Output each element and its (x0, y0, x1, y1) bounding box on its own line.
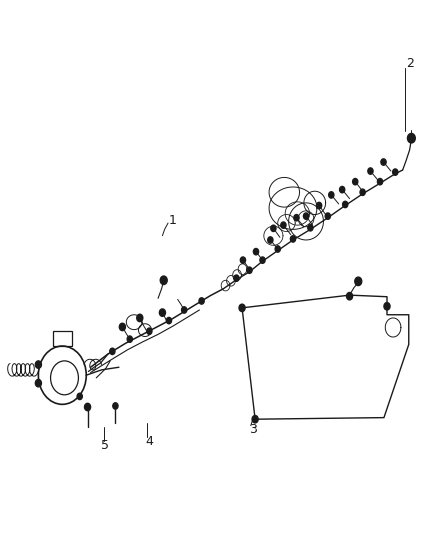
Circle shape (392, 169, 398, 175)
Circle shape (346, 293, 353, 300)
Text: 3: 3 (250, 423, 258, 437)
Circle shape (240, 257, 246, 263)
Circle shape (271, 225, 276, 231)
Circle shape (368, 168, 373, 174)
Circle shape (113, 403, 118, 409)
Circle shape (339, 187, 345, 193)
Circle shape (325, 213, 330, 219)
Circle shape (275, 246, 280, 252)
Circle shape (247, 267, 252, 273)
Circle shape (234, 275, 239, 281)
Circle shape (328, 192, 334, 198)
Circle shape (253, 248, 258, 255)
Circle shape (137, 314, 143, 321)
Circle shape (281, 222, 286, 228)
Circle shape (166, 317, 172, 324)
Circle shape (268, 237, 273, 243)
Text: 5: 5 (102, 439, 110, 451)
Circle shape (317, 203, 322, 209)
Circle shape (290, 236, 296, 242)
Circle shape (343, 201, 348, 208)
Circle shape (407, 133, 415, 143)
Circle shape (160, 276, 167, 285)
Circle shape (182, 307, 187, 313)
Circle shape (159, 309, 166, 317)
Circle shape (110, 348, 115, 354)
Circle shape (384, 303, 390, 310)
Circle shape (147, 328, 152, 334)
Circle shape (353, 179, 358, 185)
Circle shape (239, 304, 245, 312)
Circle shape (85, 403, 91, 411)
Text: 2: 2 (406, 58, 414, 70)
Circle shape (381, 159, 386, 165)
Text: 4: 4 (145, 435, 153, 448)
Circle shape (360, 189, 365, 196)
Circle shape (119, 323, 125, 330)
Circle shape (308, 224, 313, 231)
Circle shape (355, 277, 362, 286)
Circle shape (294, 215, 299, 221)
Circle shape (199, 298, 204, 304)
Circle shape (304, 213, 309, 219)
Circle shape (35, 361, 42, 368)
Text: 1: 1 (169, 214, 177, 227)
Circle shape (127, 336, 132, 342)
Circle shape (260, 257, 265, 263)
Circle shape (77, 393, 82, 400)
Circle shape (252, 416, 258, 423)
Bar (53, 331, 72, 346)
Circle shape (35, 379, 42, 387)
Circle shape (378, 179, 383, 185)
